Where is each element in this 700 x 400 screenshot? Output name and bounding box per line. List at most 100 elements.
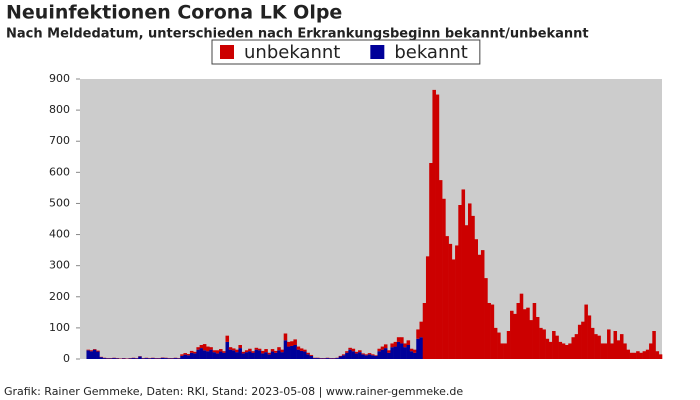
bar [186,355,191,359]
bar [102,358,107,359]
bar [257,348,262,351]
bar [277,347,281,351]
bar [189,350,194,353]
bar [400,337,404,344]
bar [435,94,440,360]
bar [109,358,113,359]
bar [96,350,100,352]
bar [322,358,327,359]
bar [354,351,359,354]
bar [141,358,145,359]
bar [658,354,663,359]
bar [157,358,162,359]
bar [442,198,446,359]
bar [235,349,239,353]
bar [325,358,330,359]
bar [645,349,650,359]
bar [619,334,624,359]
bar [393,341,398,347]
bar [548,341,553,359]
bar [455,245,459,359]
bar [403,347,407,359]
bar [257,350,262,359]
bar [400,343,404,359]
bar [154,358,158,359]
bar [89,350,94,352]
bar [351,348,356,352]
bar [461,189,466,359]
bar [231,348,236,351]
bar [328,358,333,359]
bar [212,350,217,353]
bar [468,203,472,359]
bar [341,355,346,359]
bar [164,358,168,359]
bar [338,355,343,357]
bar [358,352,362,359]
bar [613,331,618,359]
bar [577,324,582,359]
bar [497,332,501,359]
bar [238,345,242,349]
bar [587,315,592,359]
bar [202,350,207,359]
bar [416,338,420,359]
bar [584,304,588,359]
bar [138,356,142,359]
bar [338,356,343,359]
bar [374,355,378,356]
bar [413,352,417,359]
bar [603,343,608,359]
bar [451,259,456,359]
bar [490,304,495,359]
bar [500,343,504,359]
bar [274,350,278,353]
bar [351,351,356,359]
bar [594,334,598,359]
bar [367,353,372,355]
bar [296,346,301,350]
bar [309,354,314,356]
bar [244,350,249,353]
bar [568,343,572,359]
bar [345,351,349,353]
bar [565,345,569,359]
bar [406,340,411,345]
bar [607,329,611,359]
bar [316,358,320,359]
bar [248,348,252,352]
bar [438,180,443,359]
bar [193,351,197,354]
bar [425,256,430,359]
legend-label: bekannt [394,42,468,63]
bar [219,351,223,359]
bar [105,358,110,359]
bar [299,348,304,351]
bar [348,347,352,350]
bar [532,303,537,359]
legend-box [211,39,481,65]
bar [173,358,178,359]
bar [632,352,637,359]
bar [193,353,197,359]
bar [380,349,385,359]
bar [616,340,621,359]
bar [629,352,634,359]
bar [312,358,317,359]
bar [86,350,90,359]
bar [552,331,556,359]
bar [225,341,230,359]
bar [600,343,605,359]
bar [219,349,223,352]
bar [374,355,378,359]
bar [277,350,281,359]
bar [409,348,414,352]
bar [597,335,601,359]
bar [364,355,369,359]
bar [516,303,521,359]
bar [235,352,239,359]
bar [290,345,294,359]
bar [519,293,524,359]
bar [448,243,453,359]
bar [406,345,411,359]
